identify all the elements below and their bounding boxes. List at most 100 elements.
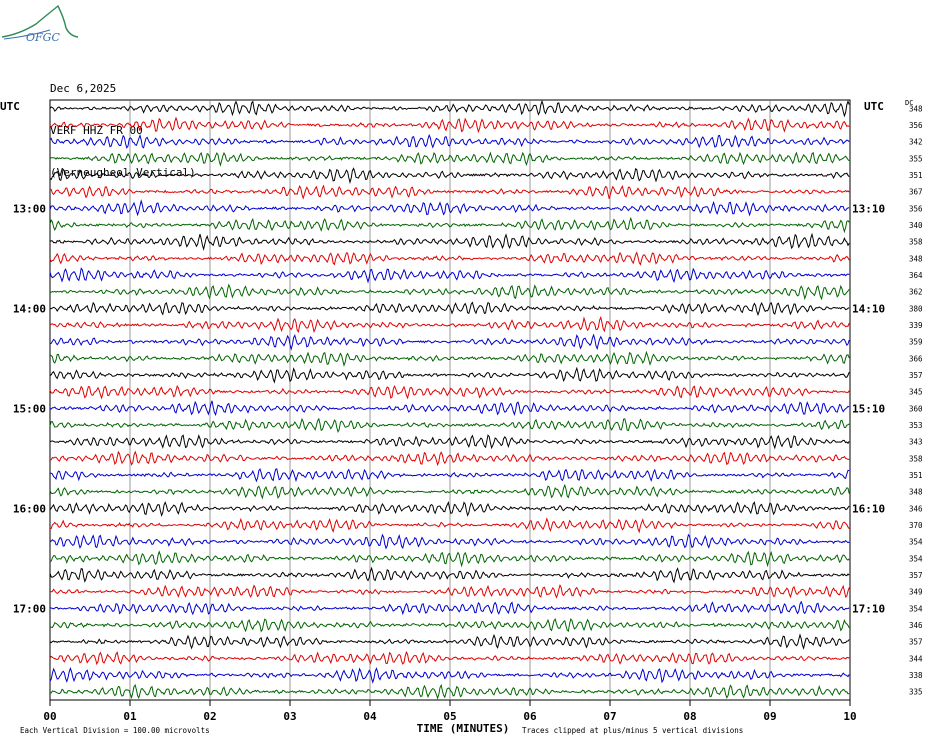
x-tick-label: 10 xyxy=(843,710,856,723)
x-tick-label: 00 xyxy=(43,710,56,723)
trace-line xyxy=(49,283,850,301)
trace-line xyxy=(49,315,850,334)
trace-line xyxy=(49,151,850,167)
dc-offset-value: 346 xyxy=(909,504,923,513)
x-tick-label: 06 xyxy=(523,710,537,723)
trace-line xyxy=(49,384,850,400)
trace-line xyxy=(49,533,850,550)
dc-offset-value: 351 xyxy=(909,171,923,180)
dc-offset-value: 348 xyxy=(909,488,923,497)
trace-line xyxy=(49,301,850,317)
logo-text: OFGC xyxy=(26,31,60,44)
dc-offset-value: 351 xyxy=(909,471,923,480)
dc-offset-value: 339 xyxy=(909,321,923,330)
dc-offset-value: 338 xyxy=(909,671,923,680)
dc-offset-value: 354 xyxy=(909,538,923,547)
trace-line xyxy=(49,199,850,217)
trace-line xyxy=(50,468,850,483)
right-time-label: 17:10 xyxy=(852,602,885,615)
dc-offset-value: 362 xyxy=(909,288,923,297)
trace-line xyxy=(49,517,850,534)
dc-offset-value: 357 xyxy=(909,571,923,580)
right-time-label: 15:10 xyxy=(852,402,885,415)
dc-offset-value: 366 xyxy=(909,354,923,363)
trace-line xyxy=(49,650,850,666)
trace-line xyxy=(49,434,850,450)
x-tick-label: 02 xyxy=(203,710,216,723)
trace-line xyxy=(49,617,850,633)
dc-offset-value: 358 xyxy=(909,238,923,247)
ofgc-logo: OFGC xyxy=(1,4,79,44)
footer-scale-note: Each Vertical Division = 100.00 microvol… xyxy=(20,726,210,735)
dc-header: DC xyxy=(905,99,913,107)
dc-offset-value: 364 xyxy=(909,271,923,280)
x-tick-label: 04 xyxy=(363,710,377,723)
trace-line xyxy=(49,267,850,284)
trace-line xyxy=(49,216,850,234)
dc-offset-value: 357 xyxy=(909,638,923,647)
dc-offset-value: 344 xyxy=(909,654,923,663)
x-tick-label: 05 xyxy=(443,710,456,723)
dc-offset-value: 370 xyxy=(909,521,923,530)
right-time-label: 14:10 xyxy=(852,302,885,315)
x-tick-label: 03 xyxy=(283,710,296,723)
dc-offset-value: 342 xyxy=(909,138,923,147)
trace-line xyxy=(49,99,850,118)
dc-offset-value: 348 xyxy=(909,254,923,263)
trace-line xyxy=(49,667,850,684)
dc-offset-value: 357 xyxy=(909,371,923,380)
dc-offset-value: 348 xyxy=(909,104,923,113)
left-hour-label: 14:00 xyxy=(13,302,46,315)
dc-offset-value: 354 xyxy=(909,554,923,563)
trace-line xyxy=(49,400,850,417)
trace-line xyxy=(49,600,850,616)
dc-offset-value: 355 xyxy=(909,154,923,163)
footer-clip-note: Traces clipped at plus/minus 5 vertical … xyxy=(522,726,743,735)
right-axis-title: UTC xyxy=(864,100,884,113)
dc-offset-value: 340 xyxy=(909,221,923,230)
trace-line xyxy=(49,566,850,584)
dc-offset-value: 353 xyxy=(909,421,923,430)
x-tick-label: 01 xyxy=(123,710,137,723)
trace-line xyxy=(49,133,850,149)
station-label: VERF HHZ FR 00 xyxy=(50,124,143,137)
dc-offset-value: 349 xyxy=(909,588,923,597)
x-axis-label: TIME (MINUTES) xyxy=(417,722,510,735)
trace-line xyxy=(49,232,850,252)
dc-offset-value: 360 xyxy=(909,404,923,413)
trace-line xyxy=(49,450,850,467)
trace-line xyxy=(49,683,850,700)
trace-line xyxy=(49,550,850,568)
left-axis-title: UTC xyxy=(0,100,20,113)
left-hour-label: 15:00 xyxy=(13,402,46,415)
dc-offset-value: 367 xyxy=(909,188,923,197)
trace-line xyxy=(49,500,850,517)
dc-offset-value: 380 xyxy=(909,304,923,313)
left-hour-label: 16:00 xyxy=(13,502,46,515)
left-hour-label: 13:00 xyxy=(13,202,46,215)
dc-offset-value: 356 xyxy=(909,204,923,213)
x-tick-label: 08 xyxy=(683,710,696,723)
dc-offset-value: 359 xyxy=(909,338,923,347)
trace-line xyxy=(49,167,850,185)
trace-line xyxy=(49,633,850,650)
x-tick-label: 09 xyxy=(763,710,776,723)
trace-line xyxy=(49,483,850,500)
trace-line xyxy=(49,417,850,434)
trace-line xyxy=(49,184,850,200)
trace-line xyxy=(49,350,850,367)
left-hour-label: 17:00 xyxy=(13,602,46,615)
trace-line xyxy=(49,584,850,599)
dc-offset-value: 356 xyxy=(909,121,923,130)
dc-offset-value: 343 xyxy=(909,438,923,447)
dc-offset-value: 358 xyxy=(909,454,923,463)
trace-line xyxy=(49,333,850,351)
dc-offset-value: 345 xyxy=(909,388,923,397)
dc-offset-value: 335 xyxy=(909,688,923,697)
trace-line xyxy=(49,116,850,134)
dc-offset-value: 354 xyxy=(909,604,923,613)
dc-offset-value: 346 xyxy=(909,621,923,630)
trace-line xyxy=(49,366,850,384)
trace-line xyxy=(49,251,850,266)
